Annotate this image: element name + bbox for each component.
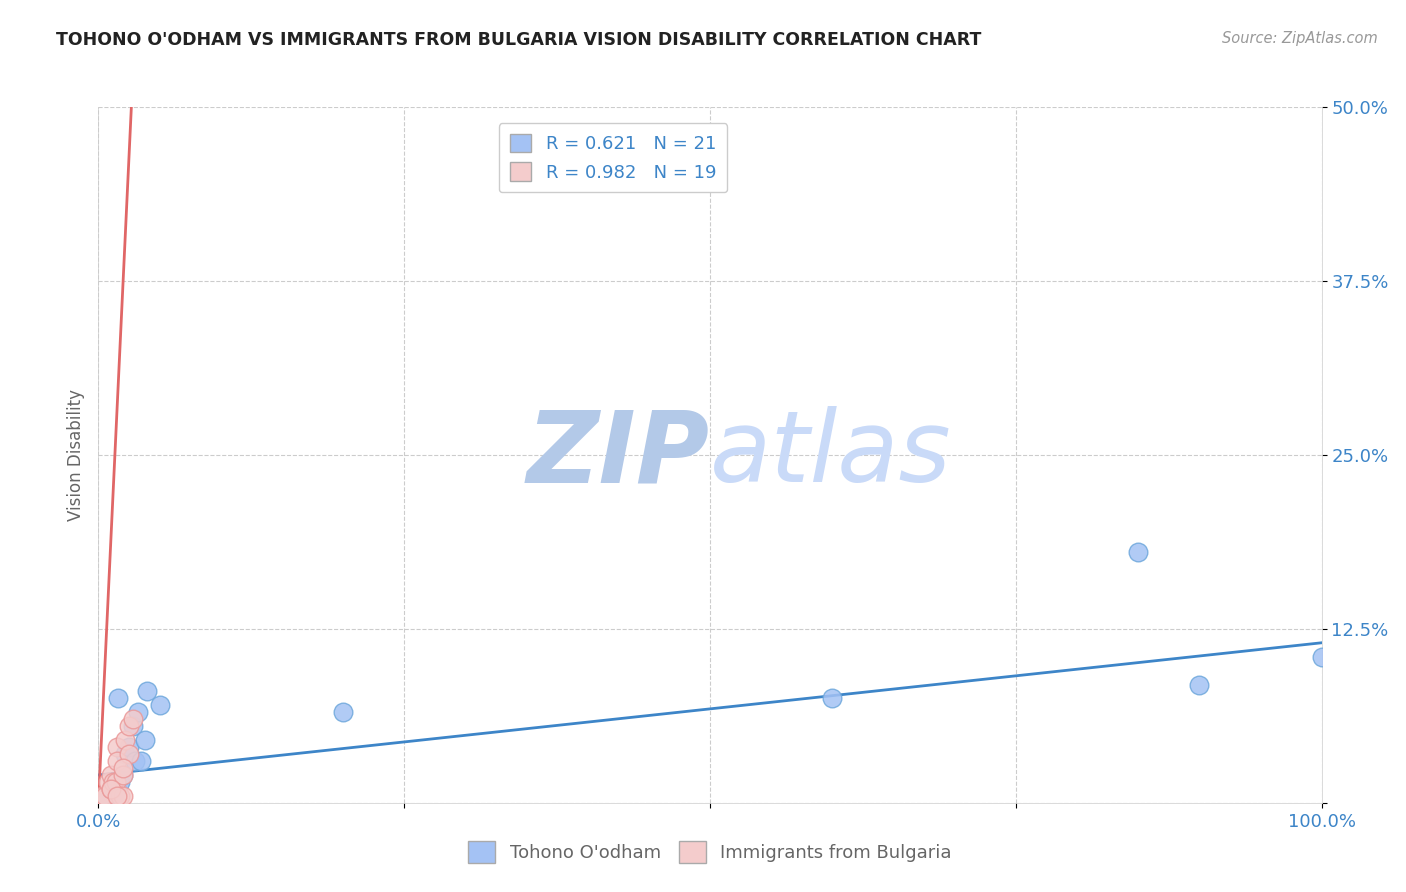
Point bbox=[104, 775, 127, 789]
Text: ZIP: ZIP bbox=[527, 407, 710, 503]
Point bbox=[97, 775, 120, 789]
Point bbox=[97, 791, 120, 805]
Point bbox=[107, 691, 129, 706]
Point bbox=[127, 706, 149, 720]
Point bbox=[100, 785, 122, 799]
Point bbox=[1188, 677, 1211, 691]
Text: atlas: atlas bbox=[710, 407, 952, 503]
Point bbox=[134, 733, 156, 747]
Point bbox=[136, 684, 159, 698]
Point bbox=[149, 698, 172, 713]
Legend: Tohono O'odham, Immigrants from Bulgaria: Tohono O'odham, Immigrants from Bulgaria bbox=[461, 834, 959, 871]
Point bbox=[101, 789, 124, 803]
Y-axis label: Vision Disability: Vision Disability bbox=[66, 389, 84, 521]
Point bbox=[111, 768, 134, 782]
Text: Source: ZipAtlas.com: Source: ZipAtlas.com bbox=[1222, 31, 1378, 46]
Point bbox=[1310, 649, 1333, 664]
Point bbox=[100, 768, 122, 782]
Point bbox=[105, 789, 128, 803]
Point bbox=[111, 768, 134, 782]
Point bbox=[118, 719, 141, 733]
Point bbox=[114, 747, 136, 761]
Point bbox=[114, 733, 136, 747]
Point bbox=[111, 789, 134, 803]
Point bbox=[105, 740, 128, 755]
Point bbox=[110, 789, 132, 803]
Point bbox=[105, 754, 128, 768]
Point bbox=[118, 740, 141, 755]
Point bbox=[91, 789, 114, 803]
Point bbox=[100, 781, 122, 796]
Point bbox=[121, 719, 143, 733]
Point bbox=[100, 781, 122, 796]
Point bbox=[129, 754, 152, 768]
Text: TOHONO O'ODHAM VS IMMIGRANTS FROM BULGARIA VISION DISABILITY CORRELATION CHART: TOHONO O'ODHAM VS IMMIGRANTS FROM BULGAR… bbox=[56, 31, 981, 49]
Point bbox=[101, 775, 124, 789]
Point bbox=[1128, 545, 1150, 559]
Point bbox=[118, 747, 141, 761]
Point bbox=[93, 789, 115, 803]
Point bbox=[821, 691, 844, 706]
Point bbox=[110, 775, 132, 789]
Point bbox=[105, 781, 128, 796]
Point bbox=[121, 712, 143, 726]
Point bbox=[111, 761, 134, 775]
Point bbox=[332, 706, 354, 720]
Point bbox=[124, 754, 146, 768]
